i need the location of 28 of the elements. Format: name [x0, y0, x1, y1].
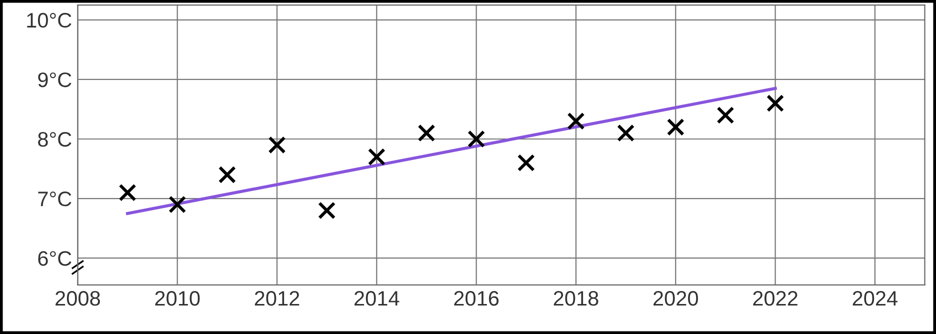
x-tick-label: 2008 [56, 291, 100, 306]
point [118, 184, 136, 202]
point [766, 94, 784, 112]
point [468, 130, 486, 148]
x-tick-label: 2010 [155, 291, 200, 306]
point [517, 154, 535, 172]
point [567, 112, 585, 130]
x-tick-label: 2024 [852, 291, 898, 306]
x-tick-label: 2020 [654, 291, 698, 306]
x-tick-label: 2012 [254, 291, 300, 306]
point [168, 196, 186, 214]
y-tick-label: 6°C [38, 251, 72, 266]
y-tick-label: 7°C [38, 192, 72, 206]
x-tick-label: 2018 [554, 291, 598, 306]
point [268, 136, 286, 154]
point [666, 118, 684, 136]
x-tick-label: 2014 [354, 291, 400, 306]
x-tick-label: 2016 [454, 291, 499, 306]
x-tick-label: 2022 [753, 291, 798, 306]
point [616, 124, 635, 142]
y-tick-label: 10°C [27, 12, 72, 28]
point [716, 106, 734, 124]
point [218, 166, 236, 184]
point [318, 202, 336, 220]
y-tick-label: 8°C [38, 132, 72, 147]
point [418, 124, 436, 142]
point [368, 148, 386, 166]
y-tick-label: 9°C [38, 72, 72, 88]
